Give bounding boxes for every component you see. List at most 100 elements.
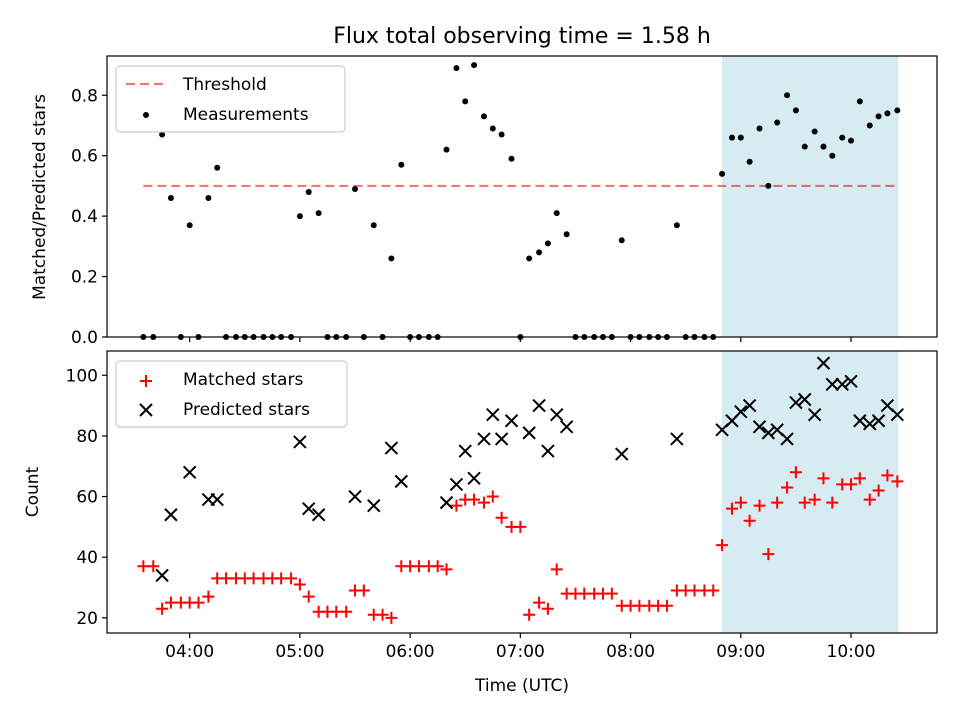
legend-matched-swatch	[140, 375, 152, 387]
bottom-shaded-region	[722, 351, 899, 633]
predicted-star-point	[871, 414, 886, 428]
matched-star-point	[550, 563, 563, 576]
y-tick-label: 20	[76, 609, 98, 629]
matched-star-point	[725, 502, 738, 515]
matched-star-point	[477, 496, 490, 509]
measurement-point	[856, 98, 863, 105]
measurement-point	[829, 152, 836, 159]
predicted-star-point	[761, 426, 776, 440]
matched-star-point	[514, 520, 527, 533]
measurement-point	[398, 161, 405, 168]
matched-star-point	[285, 572, 298, 585]
matched-star-point	[891, 475, 904, 488]
matched-star-point	[340, 605, 353, 618]
predicted-star-point	[798, 392, 812, 407]
x-tick-label: 04:00	[165, 642, 214, 662]
predicted-star-point	[311, 508, 326, 522]
predicted-star-point	[458, 444, 472, 458]
matched-star-point	[660, 599, 673, 612]
measurement-point	[370, 222, 377, 229]
predicted-star-point	[615, 447, 629, 461]
measurement-point	[480, 113, 487, 120]
predicted-star-point	[384, 441, 399, 455]
x-tick-label: 09:00	[716, 642, 765, 662]
predicted-star-point	[504, 414, 519, 428]
measurement-point	[471, 62, 478, 69]
matched-star-point	[781, 481, 794, 494]
matched-star-point	[431, 560, 444, 573]
matched-star-point	[845, 478, 858, 491]
matched-star-point	[468, 493, 481, 506]
measurement-point	[526, 255, 533, 262]
predicted-star-point	[302, 501, 316, 516]
top-y-axis-label: Matched/Predicted stars	[30, 94, 50, 300]
x-tick-label: 10:00	[827, 642, 876, 662]
measurement-point	[737, 134, 744, 141]
x-tick-label: 08:00	[606, 642, 655, 662]
measurement-point	[894, 107, 901, 114]
y-tick-label: 40	[76, 548, 98, 568]
predicted-star-point	[807, 407, 822, 422]
matched-star-point	[817, 472, 830, 485]
x-tick-label: 07:00	[496, 642, 545, 662]
predicted-star-point	[210, 492, 224, 507]
measurement-point	[352, 185, 359, 192]
measurement-point	[315, 210, 322, 217]
measurement-point	[388, 255, 395, 262]
measurement-point	[719, 170, 726, 177]
predicted-star-point	[541, 444, 555, 458]
bottom-y-axis-label: Count	[23, 466, 43, 517]
matched-star-point	[293, 578, 306, 591]
matched-star-point	[147, 560, 160, 573]
matched-stars-series	[137, 466, 904, 624]
matched-star-point	[376, 608, 389, 621]
matched-star-point	[798, 496, 811, 509]
matched-star-point	[302, 590, 315, 603]
measurement-point	[443, 146, 450, 153]
y-tick-label: 0.6	[71, 147, 98, 167]
matched-star-point	[743, 514, 756, 527]
measurement-point	[875, 113, 882, 120]
measurement-point	[618, 237, 625, 244]
measurement-point	[801, 143, 808, 150]
predicted-star-point	[293, 435, 307, 449]
chart-title: Flux total observing time = 1.58 h	[333, 24, 711, 49]
predicted-star-point	[670, 432, 684, 446]
measurement-point	[756, 125, 763, 132]
measurement-point	[159, 131, 166, 138]
measurement-point	[866, 122, 873, 129]
top-axes-frame	[106, 55, 938, 338]
y-tick-label: 0.0	[71, 328, 98, 348]
y-tick-label: 0.2	[71, 268, 98, 288]
predicted-star-point	[164, 508, 178, 522]
matched-star-point	[533, 596, 546, 609]
bottom-legend: Matched stars Predicted stars	[115, 360, 348, 428]
predicted-star-point	[439, 495, 454, 510]
matched-star-point	[385, 611, 398, 624]
matched-star-point	[450, 499, 463, 512]
matched-star-point	[202, 590, 215, 603]
matched-star-point	[541, 602, 554, 615]
matched-star-point	[872, 484, 885, 497]
predicted-star-point	[559, 420, 574, 434]
matched-star-point	[853, 472, 866, 485]
measurement-point	[673, 222, 680, 229]
matched-star-point	[771, 496, 784, 509]
matched-star-point	[881, 469, 894, 482]
predicted-star-point	[394, 474, 409, 489]
predicted-star-point	[532, 398, 546, 413]
measurement-point	[305, 188, 312, 195]
measurement-point	[544, 240, 551, 247]
measurement-point	[839, 134, 846, 141]
bottom-ticks: 20 40 60 80 100 04:00 05:00 06:00 07:00 08:00 09:0…	[66, 366, 876, 662]
bottom-legend-box	[115, 360, 348, 428]
predicted-star-point	[752, 420, 767, 434]
measurement-point	[553, 210, 560, 217]
matched-star-point	[486, 490, 499, 503]
matched-star-point	[156, 602, 169, 615]
measurement-point	[205, 195, 212, 202]
legend-measurements-label: Measurements	[183, 105, 309, 125]
measurement-point	[820, 143, 827, 150]
measurement-point	[296, 213, 303, 220]
